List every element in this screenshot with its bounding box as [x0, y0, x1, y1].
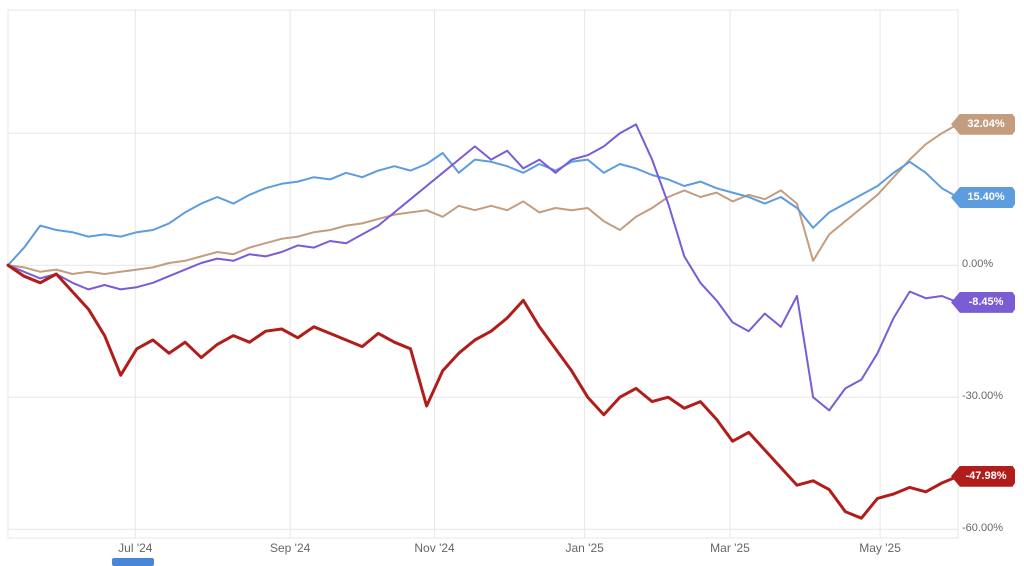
x-axis-label: Nov '24: [414, 541, 455, 555]
tan-series-value-badge: 32.04%: [951, 113, 1015, 135]
blue-series-line: [7, 152, 959, 267]
x-axis-label: Sep '24: [269, 541, 311, 555]
scrollbar-thumb[interactable]: [112, 558, 154, 566]
x-axis-label: Jan '25: [565, 541, 604, 555]
purple-series-value-badge: -8.45%: [951, 291, 1015, 313]
plot-border: [7, 9, 959, 539]
blue-series-value-badge: 15.40%: [951, 186, 1015, 208]
x-axis-label: May '25: [859, 541, 901, 555]
x-axis-label: Mar '25: [710, 541, 750, 555]
red-series-value-badge: -47.98%: [951, 465, 1015, 487]
y-axis-label: 0.00%: [962, 258, 994, 271]
y-axis-label: -60.00%: [962, 522, 1003, 535]
y-axis-label: -30.00%: [962, 390, 1003, 403]
purple-series-line: [7, 123, 959, 412]
x-axis-label: Jul '24: [118, 541, 153, 555]
tan-series-line: [7, 123, 959, 275]
red-series-line: [6, 263, 960, 520]
